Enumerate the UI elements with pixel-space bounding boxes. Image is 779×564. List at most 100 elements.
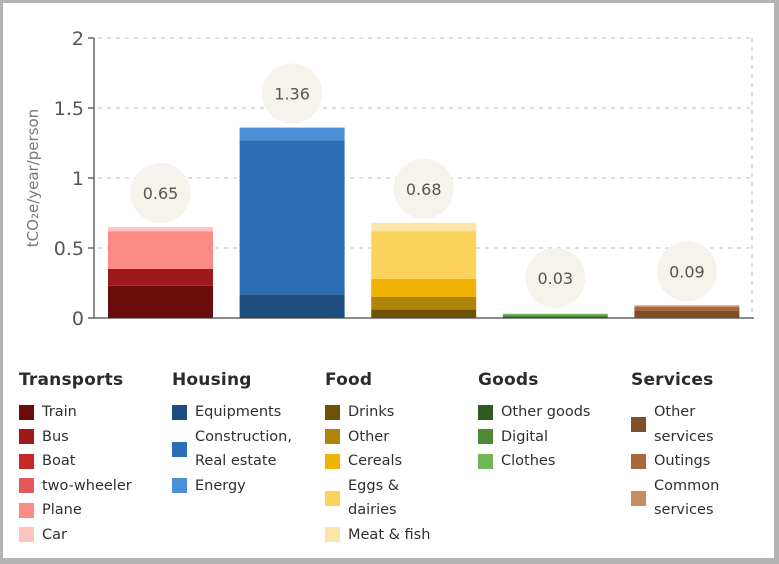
legend-item: Other bbox=[325, 425, 430, 450]
bar-segment-digital bbox=[502, 315, 608, 317]
legend-group-goods: Goods Other goods Digital Clothes bbox=[478, 370, 591, 474]
y-tick-label: 1.5 bbox=[54, 98, 84, 120]
legend-item: Other services bbox=[631, 400, 719, 449]
legend-label: Other services bbox=[654, 404, 714, 445]
legend-label: Meat & fish bbox=[348, 526, 431, 543]
bar-segment-other-goods bbox=[502, 316, 608, 318]
total-label: 0.09 bbox=[669, 262, 705, 281]
bar-segment-common-services bbox=[634, 305, 740, 307]
bar-goods bbox=[502, 313, 608, 318]
bar-segment-train bbox=[108, 285, 213, 318]
legend-item: Meat & fish bbox=[325, 523, 430, 548]
legend-item: Train bbox=[19, 400, 132, 425]
bar-food bbox=[371, 222, 477, 318]
legend-label: two-wheeler bbox=[42, 477, 132, 494]
legend-swatch bbox=[19, 404, 34, 420]
legend-label: Plane bbox=[42, 502, 82, 518]
legend-label: Digital bbox=[501, 428, 549, 445]
legend-group-transports: Transports Train Bus Boat two-wheeler Plane Ca… bbox=[19, 370, 132, 547]
legend-swatch bbox=[19, 502, 34, 518]
legend-label: Construction, Real estate bbox=[195, 428, 292, 470]
legend-item: Equipments bbox=[172, 400, 292, 425]
legend-label: Clothes bbox=[501, 453, 556, 469]
legend-label: Outings bbox=[654, 453, 711, 469]
legend-swatch bbox=[325, 404, 340, 420]
total-label: 0.68 bbox=[406, 180, 442, 199]
bar-segment-meat-fish bbox=[371, 222, 477, 232]
legend-item: Drinks bbox=[325, 400, 430, 425]
bar-segment-construction-real-estate bbox=[239, 140, 345, 295]
legend-swatch bbox=[631, 453, 646, 469]
legend-label: Eggs & dairies bbox=[348, 477, 400, 519]
legend-label: Boat bbox=[42, 453, 76, 469]
legend-item: Clothes bbox=[478, 449, 591, 474]
total-badge bbox=[656, 241, 717, 302]
bar-segment-eggs-dairies bbox=[371, 231, 477, 279]
total-labels: 0.65 1.36 0.68 0.03 0.09 bbox=[130, 63, 717, 308]
legend-item: Plane bbox=[19, 498, 132, 523]
legend-title: Goods bbox=[478, 370, 539, 390]
bar-segment-clothes bbox=[502, 313, 608, 316]
legend-label: Cereals bbox=[348, 453, 403, 469]
legend-label: Bus bbox=[42, 428, 69, 445]
legend-item: Cereals bbox=[325, 449, 430, 474]
bar-transports bbox=[108, 227, 213, 318]
total-label: 0.65 bbox=[143, 184, 179, 203]
legend-swatch bbox=[478, 453, 493, 469]
total-label: 1.36 bbox=[274, 85, 310, 104]
legend-title: Food bbox=[325, 370, 373, 390]
legend-swatch bbox=[172, 478, 187, 494]
bar-housing bbox=[239, 127, 345, 318]
legend-title: Services bbox=[631, 370, 714, 390]
legend-item: Other goods bbox=[478, 400, 591, 425]
y-tick-label: 0.5 bbox=[54, 238, 84, 260]
y-tick-label: 2 bbox=[72, 28, 84, 50]
legend-label: Drinks bbox=[348, 404, 395, 420]
legend-label: Equipments bbox=[195, 404, 282, 420]
legend-item: Outings bbox=[631, 449, 719, 474]
legend-swatch bbox=[631, 417, 646, 432]
legend-swatch bbox=[19, 429, 34, 445]
legend-swatch bbox=[631, 490, 646, 506]
bar-segment-bus bbox=[108, 269, 213, 286]
legend-item: Digital bbox=[478, 425, 591, 450]
legend-title: Transports bbox=[19, 370, 124, 390]
y-tick-label: 1 bbox=[72, 168, 84, 190]
legend-label: Other goods bbox=[501, 404, 591, 420]
legend-swatch bbox=[325, 453, 340, 469]
bar-segment-energy bbox=[239, 127, 345, 141]
legend-swatch bbox=[478, 404, 493, 420]
legend-item: Boat bbox=[19, 449, 132, 474]
bar-services bbox=[634, 305, 740, 318]
total-badge bbox=[262, 63, 323, 124]
bar-segment-other bbox=[371, 297, 477, 310]
legend-label: Car bbox=[42, 526, 67, 543]
bar-segment-drinks bbox=[371, 309, 477, 318]
legend-swatch bbox=[478, 429, 493, 445]
legend-group-food: Food Drinks Other Cereals Eggs & dairies Meat… bbox=[325, 370, 430, 547]
legend-label: Common services bbox=[654, 477, 720, 519]
legend-swatch bbox=[325, 429, 340, 445]
bars bbox=[108, 127, 740, 318]
total-badge bbox=[525, 248, 586, 308]
bar-segment-plane bbox=[108, 231, 213, 269]
bar-segment-car bbox=[108, 227, 213, 232]
legend-label: Train bbox=[42, 404, 77, 420]
legend-swatch bbox=[325, 490, 340, 506]
legend-item: Car bbox=[19, 523, 132, 548]
y-tick-label: 0 bbox=[72, 308, 84, 330]
y-axis-label: tCO₂e/year/person bbox=[24, 109, 42, 247]
legend-label: Energy bbox=[195, 477, 246, 494]
legend-title: Housing bbox=[172, 370, 252, 390]
bar-segment-cereals bbox=[371, 278, 477, 297]
legend-swatch bbox=[19, 453, 34, 469]
legend-item: two-wheeler bbox=[19, 474, 132, 499]
legend-item: Construction, Real estate bbox=[172, 425, 292, 474]
legend-swatch bbox=[325, 527, 340, 543]
total-badge bbox=[393, 158, 454, 219]
total-badge bbox=[130, 163, 191, 223]
bar-segment-outings bbox=[634, 306, 740, 311]
legend-swatch bbox=[19, 527, 34, 543]
legend-item: Eggs & dairies bbox=[325, 474, 430, 523]
